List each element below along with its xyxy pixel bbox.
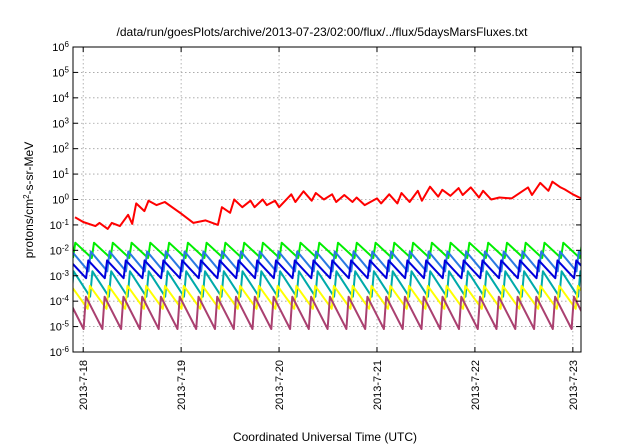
x-tick-label: 2013-7-22: [470, 360, 482, 410]
series-line: [73, 295, 581, 330]
x-tick-label: 2013-7-18: [78, 360, 90, 410]
series-line: [73, 270, 581, 298]
y-tick-label: 10-3: [50, 268, 70, 283]
axis-ticks: 10-6 10-5 10-4 10-3 10-2 10-1 100 101 102 103 104 1…: [50, 40, 581, 410]
y-tick-label: 101: [52, 167, 69, 182]
y-tick-label: 103: [52, 116, 69, 131]
y-tick-label: 10-2: [50, 243, 70, 257]
chart-title: /data/run/goesPlots/archive/2013-07-23/0…: [117, 25, 529, 39]
y-tick-label: 104: [52, 90, 69, 105]
series-line: [73, 241, 581, 259]
y-tick-label: 102: [52, 141, 69, 156]
y-tick-label: 10-5: [50, 319, 70, 334]
x-axis-label: Coordinated Universal Time (UTC): [233, 430, 417, 444]
series-line: [74, 180, 581, 230]
series-line: [73, 259, 581, 280]
y-tick-label: 10-1: [50, 217, 70, 232]
y-axis-label: protons/cm2-s-sr-MeV: [22, 142, 37, 258]
y-tick-label: 10-4: [50, 294, 70, 309]
x-tick-label: 2013-7-21: [372, 360, 384, 410]
y-tick-label: 100: [52, 192, 69, 207]
x-tick-label: 2013-7-20: [274, 360, 286, 410]
y-tick-label: 10-6: [50, 345, 70, 360]
y-tick-label: 106: [52, 40, 69, 55]
x-tick-label: 2013-7-19: [176, 360, 188, 410]
series-line: [73, 284, 581, 310]
y-tick-label: 105: [52, 65, 69, 80]
data-series: [73, 180, 581, 330]
x-tick-label: 2013-7-23: [568, 360, 580, 410]
